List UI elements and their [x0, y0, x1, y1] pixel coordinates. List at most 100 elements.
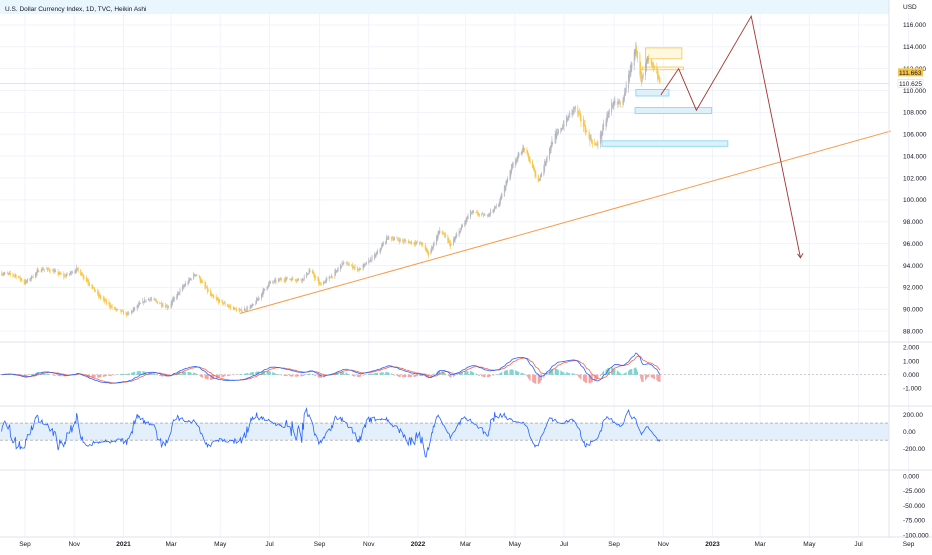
candle-up: [556, 133, 557, 139]
candle-down: [527, 151, 528, 155]
candle-down: [105, 300, 106, 301]
candle-down: [354, 267, 355, 268]
candle-up: [455, 237, 456, 240]
candle-down: [393, 238, 394, 240]
candle-up: [485, 215, 486, 216]
candle-up: [37, 270, 38, 273]
candle-up: [459, 231, 460, 232]
candle-up: [631, 64, 632, 73]
candle-down: [103, 297, 104, 299]
candle-up: [569, 113, 570, 118]
candle-up: [419, 242, 420, 243]
x-tick-label: Mar: [460, 541, 472, 548]
candle-up: [630, 69, 631, 76]
candle-up: [493, 210, 494, 211]
candle-down: [218, 299, 219, 302]
candle-down: [234, 307, 235, 310]
candle-down: [330, 278, 331, 279]
candle-up: [71, 271, 72, 273]
macd-histogram-bar: [304, 375, 305, 376]
macd-histogram-bar: [366, 374, 367, 375]
candle-up: [182, 286, 183, 291]
candle-up: [33, 277, 34, 278]
candle-down: [156, 300, 157, 302]
candle-up: [359, 268, 360, 270]
candle-up: [473, 212, 474, 213]
candle-down: [18, 276, 19, 277]
candle-up: [590, 138, 591, 139]
candle-down: [648, 59, 649, 60]
candle-up: [132, 311, 133, 312]
candle-up: [272, 282, 273, 283]
candle-down: [123, 311, 124, 315]
candle-down: [121, 310, 122, 313]
candle-down: [117, 309, 118, 310]
candle-up: [171, 301, 172, 305]
candle-down: [442, 231, 443, 233]
candle-up: [496, 206, 497, 208]
candle-up: [521, 152, 522, 154]
macd-histogram-bar: [185, 372, 186, 375]
macd-histogram-bar: [33, 374, 34, 375]
candle-up: [335, 270, 336, 274]
candle-up: [387, 239, 388, 240]
candle-up: [504, 185, 505, 196]
candle-up: [355, 267, 356, 268]
candle-down: [100, 295, 101, 298]
macd-histogram-bar: [400, 375, 401, 377]
candle-up: [603, 124, 604, 130]
candle-down: [122, 311, 123, 312]
candle-up: [29, 279, 30, 280]
macd-histogram-bar: [309, 373, 310, 374]
candle-down: [80, 269, 81, 275]
candle-down: [104, 298, 105, 299]
macd-histogram-bar: [411, 375, 412, 377]
trendline-group: [0, 16, 891, 313]
candle-down: [476, 212, 477, 213]
candle-up: [184, 285, 185, 287]
macd-histogram-bar: [660, 375, 661, 382]
macd-histogram-bar: [541, 375, 542, 380]
candle-up: [466, 217, 467, 222]
macd-histogram-bar: [112, 375, 113, 376]
candle-up: [624, 92, 625, 99]
candle-up: [267, 286, 268, 289]
candle-up: [382, 244, 383, 247]
candle-up: [495, 207, 496, 208]
macd-histogram-bar: [287, 375, 288, 376]
candle-down: [450, 242, 451, 247]
candle-up: [597, 144, 598, 145]
candle-up: [626, 85, 627, 93]
candle-down: [487, 215, 488, 216]
candle-down: [211, 293, 212, 296]
candle-up: [70, 273, 71, 274]
candle-up: [623, 97, 624, 102]
candle-up: [613, 105, 614, 106]
candle-up: [510, 170, 511, 176]
macd-histogram-bar: [360, 375, 361, 377]
candle-down: [447, 236, 448, 243]
candle-down: [210, 291, 211, 296]
candle-down: [61, 274, 62, 275]
candle-down: [526, 149, 527, 153]
candle-down: [233, 307, 234, 308]
candle-down: [636, 48, 637, 53]
candle-up: [566, 116, 567, 125]
candle-down: [229, 306, 230, 307]
candle-down: [83, 275, 84, 278]
candle-up: [433, 243, 434, 248]
candle-up: [326, 278, 327, 280]
candle-down: [236, 309, 237, 312]
candle-up: [460, 228, 461, 232]
candle-up: [285, 278, 286, 280]
candle-down: [227, 304, 228, 306]
candle-down: [71, 272, 72, 273]
candle-up: [325, 281, 326, 283]
candle-down: [347, 263, 348, 264]
candle-up: [47, 268, 48, 269]
candle-down: [281, 279, 282, 280]
candle-up: [184, 285, 185, 286]
candle-up: [370, 259, 371, 262]
candle-up: [342, 263, 343, 264]
candle-up: [648, 57, 649, 61]
